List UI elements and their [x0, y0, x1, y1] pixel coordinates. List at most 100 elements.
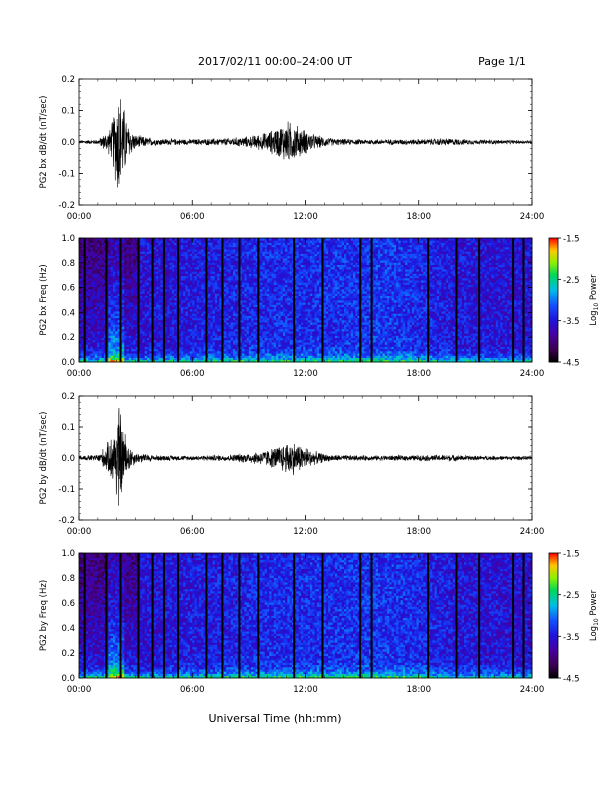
spectrogram-cell — [79, 329, 82, 332]
spectrogram-cell — [97, 304, 100, 307]
spectrogram-cell — [247, 344, 250, 347]
spectrogram-cell — [133, 242, 136, 245]
spectrogram-cell — [133, 262, 136, 265]
spectrogram-cell — [131, 324, 134, 327]
spectrogram-cell — [210, 329, 213, 332]
y-tick-label: -0.1 — [58, 170, 75, 180]
spectrogram-cell — [226, 251, 229, 254]
spectrogram-cell — [226, 313, 229, 316]
spectrogram-cell — [251, 340, 254, 343]
spectrogram-cell — [88, 344, 91, 347]
spectrogram-cell — [165, 298, 168, 301]
spectrogram-cell — [215, 320, 218, 323]
spectrogram-cell — [265, 282, 268, 285]
spectrogram-cell — [108, 282, 111, 285]
spectrogram-cell — [174, 320, 177, 323]
spectrogram-cell — [156, 340, 159, 343]
spectrogram-cell — [226, 351, 229, 354]
spectrogram-cell — [108, 242, 111, 245]
spectrogram-cell — [197, 351, 200, 354]
spectrogram-cell — [274, 293, 277, 296]
spectrogram-cell — [272, 293, 275, 296]
spectrogram-cell — [247, 247, 250, 250]
spectrogram-cell — [231, 344, 234, 347]
spectrogram-cell — [97, 282, 100, 285]
y-tick-label: -0.2 — [58, 201, 75, 211]
spectrogram-cell — [142, 289, 145, 292]
spectrogram-cell — [97, 344, 100, 347]
spectrogram-cell — [195, 289, 198, 292]
spectrogram-cell — [215, 298, 218, 301]
spectrogram-cell — [79, 289, 82, 292]
spectrogram-cell — [235, 320, 238, 323]
spectrogram-cell — [226, 329, 229, 332]
spectrogram-cell — [244, 309, 247, 312]
spectrogram-cell — [272, 313, 275, 316]
spectrogram-cell — [97, 320, 100, 323]
spectrogram-cell — [108, 251, 111, 254]
spectrogram-cell — [93, 351, 96, 354]
spectrogram-cell — [188, 273, 191, 276]
spectrogram-cell — [210, 251, 213, 254]
spectrogram-cell — [188, 251, 191, 254]
spectrogram-cell — [113, 258, 116, 261]
spectrogram-cell — [274, 278, 277, 281]
spectrogram-cell — [161, 298, 164, 301]
spectrogram-cell — [235, 313, 238, 316]
spectrogram-cell — [244, 340, 247, 343]
spectrogram-cell — [147, 267, 150, 270]
spectrogram-cell — [195, 313, 198, 316]
spectrogram-cell — [210, 351, 213, 354]
spectrogram-cell — [165, 289, 168, 292]
spectrogram-cell — [156, 324, 159, 327]
spectrogram-cell — [170, 247, 173, 250]
spectrogram-cell — [226, 273, 229, 276]
spectrogram-cell — [215, 289, 218, 292]
spectrogram-cell — [161, 313, 164, 316]
y-tick-label: 0.0 — [61, 138, 75, 148]
spectrogram-cell — [156, 242, 159, 245]
spectrogram-cell — [195, 242, 198, 245]
spectrogram-cell — [122, 340, 125, 343]
spectrogram-cell — [79, 251, 82, 254]
spectrogram-cell — [93, 242, 96, 245]
spectrogram-cell — [170, 344, 173, 347]
spectrogram-cell — [133, 258, 136, 261]
spectrogram-cell — [127, 320, 130, 323]
spectrogram-cell — [131, 355, 134, 358]
spectrogram-cell — [272, 298, 275, 301]
spectrogram-cell — [147, 298, 150, 301]
spectrogram-cell — [244, 355, 247, 358]
spectrogram-cell — [79, 273, 82, 276]
spectrogram-cell — [188, 329, 191, 332]
spectrogram-cell — [215, 344, 218, 347]
spectrogram-cell — [260, 298, 263, 301]
spectrogram-cell — [226, 247, 229, 250]
spectrogram-cell — [127, 304, 130, 307]
spectrogram-cell — [165, 267, 168, 270]
spectrogram-cell — [272, 278, 275, 281]
spectrogram-cell — [197, 320, 200, 323]
spectrogram-cell — [244, 344, 247, 347]
spectrogram-cell — [197, 309, 200, 312]
spectrogram-cell — [265, 335, 268, 338]
spectrogram-cell — [195, 351, 198, 354]
spectrogram-cell — [142, 324, 145, 327]
spectrogram-cell — [235, 340, 238, 343]
spectrogram-cell — [195, 320, 198, 323]
spectrogram-cell — [142, 298, 145, 301]
spectrogram-cell — [188, 289, 191, 292]
spectrogram-cell — [251, 313, 254, 316]
spectrogram-cell — [226, 278, 229, 281]
spectrogram-cell — [272, 247, 275, 250]
spectrogram-cell — [260, 329, 263, 332]
spectrogram-cell — [197, 340, 200, 343]
spectrogram-cell — [97, 258, 100, 261]
spectrogram-cell — [165, 340, 168, 343]
spectrogram-cell — [231, 289, 234, 292]
spectrogram-cell — [170, 324, 173, 327]
spectrogram-cell — [133, 335, 136, 338]
spectrogram-cell — [274, 282, 277, 285]
spectrogram-cell — [147, 320, 150, 323]
spectrogram-cell — [113, 355, 116, 358]
